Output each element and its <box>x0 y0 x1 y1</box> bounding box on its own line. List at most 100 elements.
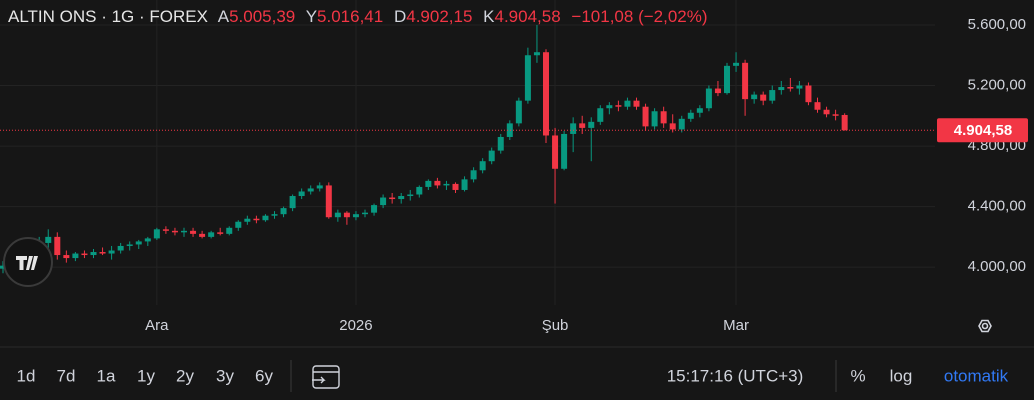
candle-body <box>642 106 649 127</box>
candle-body <box>352 214 359 218</box>
candle-body <box>81 253 88 256</box>
candle-body <box>823 109 830 115</box>
candle-body <box>588 121 595 128</box>
field-value: 4.902,15 <box>406 7 472 26</box>
candle-body <box>742 62 749 100</box>
candle-body <box>696 108 703 113</box>
candle-body <box>814 102 821 110</box>
range-button[interactable]: 1a <box>97 366 116 385</box>
candle-body <box>307 188 314 192</box>
candle-body <box>778 87 785 91</box>
range-button[interactable]: 2y <box>176 366 194 385</box>
candle-body <box>452 183 459 190</box>
candle-body <box>497 136 504 151</box>
percent-button[interactable]: % <box>850 366 865 385</box>
candle-body <box>624 100 631 107</box>
symbol-title: ALTIN ONS · 1G · FOREX <box>8 7 208 26</box>
field-label: K <box>483 7 495 26</box>
date-range-button[interactable] <box>312 365 340 389</box>
y-tick-label: 5.600,00 <box>968 16 1026 33</box>
last-price-box <box>937 118 1028 143</box>
x-tick-label: Mar <box>723 317 749 334</box>
candle-body <box>579 123 586 128</box>
candle-body <box>253 218 260 221</box>
field-value: 4.904,58 <box>495 7 561 26</box>
candle-body <box>90 252 97 256</box>
candle-body <box>280 208 287 215</box>
candle-body <box>144 238 151 242</box>
axes: 4.000,004.400,004.800,005.200,005.600,00… <box>0 16 1028 334</box>
candle-body <box>343 212 350 218</box>
candle-body <box>434 180 441 186</box>
candle-body <box>99 252 106 254</box>
candle-body <box>235 221 242 228</box>
y-tick-label: 4.400,00 <box>968 198 1026 215</box>
candle-body <box>714 88 721 94</box>
candle-body <box>226 227 233 234</box>
candle-body <box>543 52 549 136</box>
range-button[interactable]: 3y <box>216 366 234 385</box>
candle-body <box>407 194 414 197</box>
candle-body <box>334 212 341 218</box>
field-label: A <box>218 7 230 26</box>
candle-body <box>126 244 133 246</box>
candle-body <box>117 245 124 251</box>
candle-body <box>199 233 206 237</box>
candle-body <box>705 88 712 109</box>
x-tick-label: 2026 <box>339 317 372 334</box>
candle-body <box>660 111 667 124</box>
candle-body <box>470 170 477 180</box>
candle-body <box>796 85 803 89</box>
candle-body <box>443 183 450 186</box>
range-button[interactable]: 7d <box>57 366 76 385</box>
candle-body <box>669 123 676 130</box>
field-value: 5.016,41 <box>317 7 383 26</box>
candle-body <box>316 185 323 189</box>
candle-body <box>208 232 215 237</box>
candle-body <box>362 212 368 215</box>
settings-button[interactable] <box>978 319 992 333</box>
x-tick-label: Şub <box>542 317 569 334</box>
clock: 15:17:16 (UTC+3) <box>667 366 804 385</box>
candle-body <box>760 94 767 101</box>
candle-body <box>135 241 142 245</box>
logo[interactable] <box>3 237 53 287</box>
candle-body <box>506 123 513 137</box>
candle-body <box>289 196 296 209</box>
candle-body <box>533 52 540 56</box>
candle-body <box>298 191 305 197</box>
y-tick-label: 4.000,00 <box>968 258 1026 275</box>
candle-body <box>724 65 730 94</box>
range-button[interactable]: 1y <box>137 366 155 385</box>
field-value: 5.005,39 <box>229 7 295 26</box>
candle-body <box>108 250 115 254</box>
auto-button[interactable]: otomatik <box>944 366 1009 385</box>
candle-body <box>687 112 694 119</box>
candle-body <box>751 94 758 100</box>
candle-body <box>561 133 568 169</box>
field-label: Y <box>306 7 317 26</box>
candle-body <box>271 214 278 216</box>
logo-mark <box>16 256 38 270</box>
candle-body <box>63 255 70 259</box>
candle-body <box>479 161 486 171</box>
candle-body <box>787 87 794 89</box>
candle-body <box>162 229 169 231</box>
calendar-arrow <box>312 376 326 384</box>
range-button[interactable]: 6y <box>255 366 273 385</box>
candle-body <box>615 105 622 107</box>
log-button[interactable]: log <box>890 366 913 385</box>
header: ALTIN ONS · 1G · FOREX A5.005,39 Y5.016,… <box>8 7 708 26</box>
grid <box>0 0 935 305</box>
candle-body <box>769 90 776 101</box>
candle-body <box>244 218 251 222</box>
last-price-label: 4.904,58 <box>954 122 1012 139</box>
range-button[interactable]: 1d <box>17 366 36 385</box>
x-tick-label: Ara <box>145 317 169 334</box>
candle-body <box>606 105 613 109</box>
candle-body <box>515 100 522 124</box>
candle-body <box>371 205 378 213</box>
candle-body <box>416 186 423 195</box>
candle-body <box>461 179 468 190</box>
